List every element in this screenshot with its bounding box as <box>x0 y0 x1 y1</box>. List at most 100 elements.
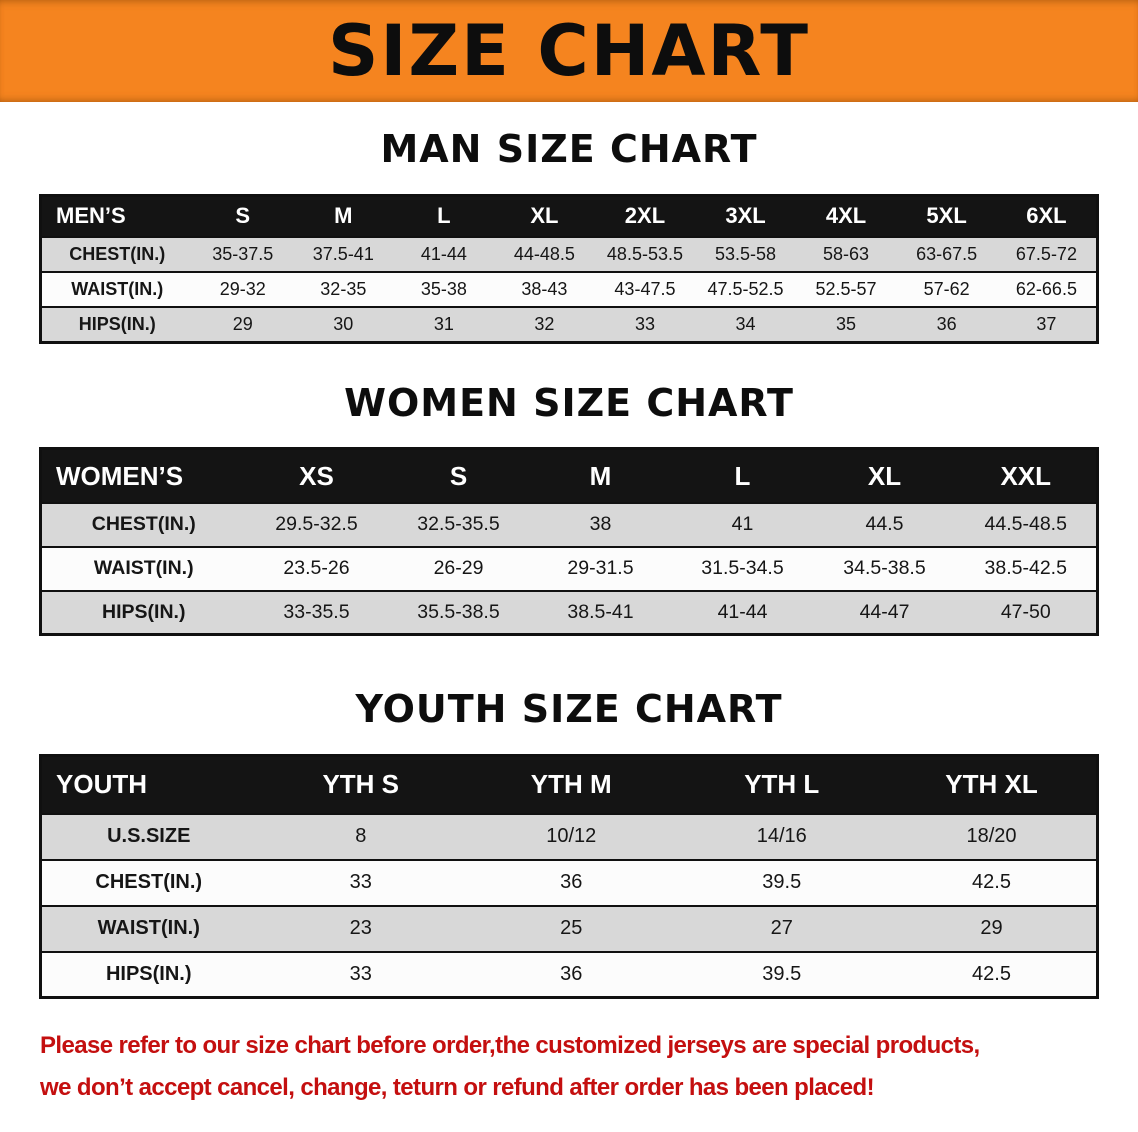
women-chart-heading: WOMEN SIZE CHART <box>344 380 794 425</box>
value-cell: 37 <box>996 306 1098 343</box>
value-cell: 42.5 <box>887 858 1098 906</box>
value-cell: 10/12 <box>466 812 677 860</box>
size-column-header: L <box>393 195 495 238</box>
size-column-header: YTH M <box>466 755 677 814</box>
row-label-cell: CHEST(IN.) <box>40 501 246 547</box>
value-cell: 18/20 <box>887 812 1098 860</box>
value-cell: 33 <box>255 858 466 906</box>
men-size-table: MEN’S S M L XL 2XL 3XL 4XL 5XL 6XL CHEST(IN.) 35-37… <box>39 193 1099 344</box>
value-cell: 38-43 <box>494 271 595 308</box>
size-column-header: XL <box>813 448 956 503</box>
measurement-row: CHEST(IN.) 33 36 39.5 42.5 <box>40 858 1098 906</box>
size-column-header: 6XL <box>996 195 1098 238</box>
value-cell: 23.5-26 <box>245 545 388 591</box>
row-label-cell: CHEST(IN.) <box>40 236 193 273</box>
size-column-header: XS <box>245 448 388 503</box>
disclaimer-line-1: Please refer to our size chart before or… <box>40 1032 980 1060</box>
youth-size-chart-section: YOUTH SIZE CHART YOUTH YTH S YTH M YTH L YTH… <box>0 688 1138 1000</box>
measurement-row: WAIST(IN.) 23.5-26 26-29 29-31.5 31.5-34.5 34… <box>40 545 1098 591</box>
value-cell: 33 <box>255 950 466 998</box>
value-cell: 25 <box>466 904 677 952</box>
value-cell: 34.5-38.5 <box>813 545 956 591</box>
table-title-cell: YOUTH <box>40 755 256 814</box>
value-cell: 8 <box>255 812 466 860</box>
value-cell: 38.5-42.5 <box>955 545 1098 591</box>
size-column-header: XXL <box>955 448 1098 503</box>
value-cell: 39.5 <box>676 858 887 906</box>
value-cell: 14/16 <box>676 812 887 860</box>
table-title-cell: WOMEN’S <box>40 448 246 503</box>
table-header-row: YOUTH YTH S YTH M YTH L YTH XL <box>40 755 1098 814</box>
size-column-header: S <box>387 448 530 503</box>
value-cell: 41-44 <box>393 236 495 273</box>
value-cell: 36 <box>466 858 677 906</box>
table-title-cell: MEN’S <box>40 195 193 238</box>
value-cell: 41-44 <box>671 589 814 635</box>
size-column-header: M <box>293 195 394 238</box>
value-cell: 47.5-52.5 <box>695 271 796 308</box>
value-cell: 29-31.5 <box>529 545 672 591</box>
value-cell: 35-37.5 <box>192 236 294 273</box>
size-column-header: YTH XL <box>887 755 1098 814</box>
row-label-cell: CHEST(IN.) <box>40 858 256 906</box>
disclaimer-note: Please refer to our size chart before or… <box>40 1025 1138 1109</box>
men-size-chart-section: MAN SIZE CHART MEN’S S M L XL 2XL 3XL 4XL 5XL 6XL… <box>0 127 1138 344</box>
value-cell: 32-35 <box>293 271 394 308</box>
measurement-row: WAIST(IN.) 23 25 27 29 <box>40 904 1098 952</box>
value-cell: 63-67.5 <box>896 236 997 273</box>
size-column-header: 5XL <box>896 195 997 238</box>
value-cell: 30 <box>293 306 394 343</box>
row-label-cell: U.S.SIZE <box>40 812 256 860</box>
table-header-row: WOMEN’S XS S M L XL XXL <box>40 448 1098 503</box>
size-column-header: 2XL <box>594 195 696 238</box>
value-cell: 53.5-58 <box>695 236 796 273</box>
measurement-row: U.S.SIZE 8 10/12 14/16 18/20 <box>40 812 1098 860</box>
value-cell: 41 <box>671 501 814 547</box>
size-column-header: YTH S <box>255 755 466 814</box>
measurement-row: CHEST(IN.) 29.5-32.5 32.5-35.5 38 41 44.5 44.5… <box>40 501 1098 547</box>
value-cell: 44.5 <box>813 501 956 547</box>
value-cell: 33-35.5 <box>245 589 388 635</box>
youth-size-table: YOUTH YTH S YTH M YTH L YTH XL U.S.SIZE 8 10/12… <box>39 754 1099 1000</box>
value-cell: 26-29 <box>387 545 530 591</box>
value-cell: 32.5-35.5 <box>387 501 530 547</box>
value-cell: 38.5-41 <box>529 589 672 635</box>
value-cell: 44-47 <box>813 589 956 635</box>
value-cell: 29.5-32.5 <box>245 501 388 547</box>
value-cell: 47-50 <box>955 589 1098 635</box>
size-column-header: M <box>529 448 672 503</box>
row-label-cell: HIPS(IN.) <box>40 306 193 343</box>
value-cell: 58-63 <box>795 236 897 273</box>
women-size-table: WOMEN’S XS S M L XL XXL CHEST(IN.) 29.5-32.5 32.5… <box>39 447 1099 637</box>
value-cell: 39.5 <box>676 950 887 998</box>
value-cell: 35 <box>795 306 897 343</box>
measurement-row: HIPS(IN.) 29 30 31 32 33 34 35 36 37 <box>40 306 1098 343</box>
size-column-header: L <box>671 448 814 503</box>
value-cell: 44-48.5 <box>494 236 595 273</box>
table-header-row: MEN’S S M L XL 2XL 3XL 4XL 5XL 6XL <box>40 195 1098 238</box>
row-label-cell: WAIST(IN.) <box>40 545 246 591</box>
value-cell: 62-66.5 <box>996 271 1098 308</box>
value-cell: 31.5-34.5 <box>671 545 814 591</box>
size-column-header: 3XL <box>695 195 796 238</box>
value-cell: 29-32 <box>192 271 294 308</box>
value-cell: 35-38 <box>393 271 495 308</box>
value-cell: 67.5-72 <box>996 236 1098 273</box>
row-label-cell: HIPS(IN.) <box>40 589 246 635</box>
value-cell: 29 <box>887 904 1098 952</box>
row-label-cell: HIPS(IN.) <box>40 950 256 998</box>
value-cell: 36 <box>466 950 677 998</box>
value-cell: 23 <box>255 904 466 952</box>
value-cell: 43-47.5 <box>594 271 696 308</box>
disclaimer-line-2: we don’t accept cancel, change, teturn o… <box>40 1074 875 1102</box>
row-label-cell: WAIST(IN.) <box>40 271 193 308</box>
value-cell: 29 <box>192 306 294 343</box>
value-cell: 57-62 <box>896 271 997 308</box>
measurement-row: HIPS(IN.) 33 36 39.5 42.5 <box>40 950 1098 998</box>
value-cell: 48.5-53.5 <box>594 236 696 273</box>
value-cell: 27 <box>676 904 887 952</box>
measurement-row: CHEST(IN.) 35-37.5 37.5-41 41-44 44-48.5 48.5… <box>40 236 1098 273</box>
value-cell: 36 <box>896 306 997 343</box>
measurement-row: HIPS(IN.) 33-35.5 35.5-38.5 38.5-41 41-44 44-… <box>40 589 1098 635</box>
value-cell: 35.5-38.5 <box>387 589 530 635</box>
